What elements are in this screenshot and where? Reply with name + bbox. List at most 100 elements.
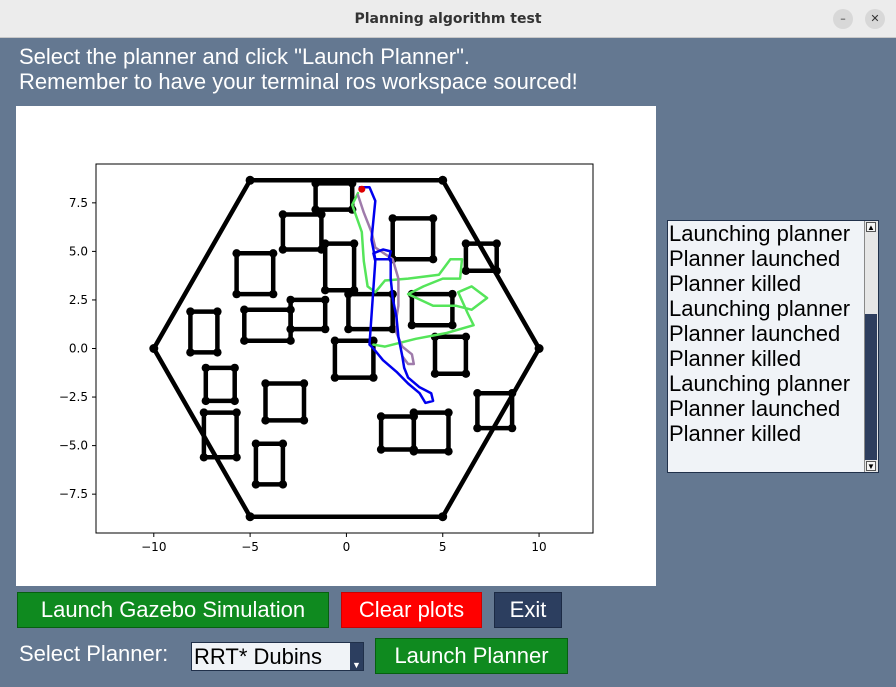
y-tick-label: −7.5 xyxy=(59,487,88,501)
obstacle-rect xyxy=(263,381,307,423)
log-item[interactable]: Launching planner xyxy=(669,221,851,246)
obstacle-vertex-point xyxy=(240,305,249,314)
obstacle-vertex-point xyxy=(201,396,210,406)
boundary-vertex-point xyxy=(245,512,255,522)
obstacle-vertex-point xyxy=(232,408,241,417)
chevron-down-icon[interactable]: ▼ xyxy=(350,643,363,670)
log-item[interactable]: Planner killed xyxy=(669,346,802,371)
obstacle-rect xyxy=(378,414,417,452)
x-tick-label: −10 xyxy=(141,540,166,554)
obstacle-vertex-point xyxy=(376,412,386,421)
log-listbox[interactable]: Launching planner Planner launched Planner… xyxy=(667,220,879,473)
window-titlebar: Planning algorithm test – ✕ xyxy=(0,0,896,38)
scroll-thumb[interactable] xyxy=(865,314,877,460)
obstacle-vertex-point xyxy=(461,239,471,248)
launch-gazebo-button[interactable]: Launch Gazebo Simulation xyxy=(17,592,329,628)
obstacle-vertex-point xyxy=(344,324,353,334)
obstacle-vertex-point xyxy=(330,336,340,345)
obstacle-vertex-point xyxy=(286,295,295,305)
obstacle-vertex-point xyxy=(278,439,288,448)
boundary-vertex-point xyxy=(438,175,448,185)
obstacle-vertex-point xyxy=(213,307,222,316)
path-blue-line xyxy=(358,186,435,405)
y-tick-label: 0.0 xyxy=(69,342,88,356)
obstacle-vertex-point xyxy=(321,286,330,295)
log-item[interactable]: Planner killed xyxy=(669,421,802,446)
obstacle-vertex-point xyxy=(461,369,471,378)
obstacle-vertex-point xyxy=(186,348,195,357)
obstacle-rect xyxy=(242,307,293,343)
y-tick-label: 7.5 xyxy=(69,196,88,210)
y-tick-label: −5.0 xyxy=(59,439,88,453)
obstacle-rect xyxy=(322,241,357,293)
obstacle-vertex-point xyxy=(428,214,438,223)
launch-planner-button[interactable]: Launch Planner xyxy=(375,638,568,674)
obstacle-rect xyxy=(234,251,276,297)
obstacle-vertex-point xyxy=(311,179,320,188)
obstacle-vertex-point xyxy=(317,210,326,219)
obstacle-vertex-point xyxy=(473,389,482,398)
obstacle-vertex-point xyxy=(492,239,501,248)
y-tick-label: 2.5 xyxy=(69,293,88,307)
obstacle-rect xyxy=(253,441,286,487)
obstacle-rect xyxy=(432,334,469,376)
obstacle-vertex-point xyxy=(369,336,378,345)
obstacle-vertex-point xyxy=(376,445,386,454)
axes-frame xyxy=(95,163,594,534)
obstacle-vertex-point xyxy=(461,266,471,275)
obstacle-vertex-point xyxy=(269,289,278,299)
obstacle-vertex-point xyxy=(448,289,457,299)
obstacle-rect xyxy=(313,181,355,212)
obstacle-vertex-point xyxy=(186,307,195,316)
obstacle-vertex-point xyxy=(311,205,320,214)
log-item[interactable]: Planner launched xyxy=(669,246,841,271)
log-scrollbar[interactable]: ▲ ▼ xyxy=(864,221,878,472)
planner-select[interactable]: RRT* Dubins ▼ xyxy=(191,642,364,671)
log-item[interactable]: Launching planner xyxy=(669,296,851,321)
obstacle-vertex-point xyxy=(251,439,261,448)
obstacle-vertex-point xyxy=(261,379,270,388)
obstacle-vertex-point xyxy=(321,295,330,305)
obstacle-vertex-point xyxy=(388,324,397,334)
obstacle-vertex-point xyxy=(444,447,453,456)
boundary-vertex-point xyxy=(149,344,159,353)
log-item[interactable]: Planner launched xyxy=(669,396,841,421)
exit-button[interactable]: Exit xyxy=(494,592,562,628)
obstacle-vertex-point xyxy=(251,480,261,489)
obstacle-vertex-point xyxy=(201,363,210,373)
instruction-line-1: Select the planner and click "Launch Pla… xyxy=(19,44,471,69)
obstacle-vertex-point xyxy=(286,324,295,334)
obstacle-vertex-point xyxy=(213,348,222,357)
obstacle-vertex-point xyxy=(507,423,517,433)
obstacle-vertex-point xyxy=(492,266,501,275)
window-title: Planning algorithm test xyxy=(354,11,542,27)
obstacle-vertex-point xyxy=(344,289,353,299)
obstacle-vertex-point xyxy=(286,336,295,345)
instruction-line-2: Remember to have your terminal ros works… xyxy=(19,69,578,94)
boundary-vertex-point xyxy=(245,175,255,185)
obstacle-vertex-point xyxy=(278,245,288,254)
x-tick-label: 0 xyxy=(343,540,351,554)
log-item[interactable]: Planner launched xyxy=(669,321,841,346)
obstacle-vertex-point xyxy=(461,332,471,341)
close-icon[interactable]: ✕ xyxy=(865,9,885,29)
log-list: Launching planner Planner launched Planner… xyxy=(668,221,878,446)
x-tick-label: 10 xyxy=(531,540,546,554)
obstacle-vertex-point xyxy=(230,396,239,406)
minimize-icon[interactable]: – xyxy=(833,9,853,29)
scroll-up-icon[interactable]: ▲ xyxy=(866,222,876,232)
obstacle-vertex-point xyxy=(299,379,309,388)
obstacle-rect xyxy=(201,410,239,460)
clear-plots-button[interactable]: Clear plots xyxy=(341,592,482,628)
scroll-down-icon[interactable]: ▼ xyxy=(866,461,876,471)
map-boundary-line xyxy=(151,178,542,519)
obstacle-vertex-point xyxy=(321,324,330,334)
log-item[interactable]: Planner killed xyxy=(669,271,802,296)
y-tick-label: −2.5 xyxy=(59,390,88,404)
obstacle-vertex-point xyxy=(199,408,209,417)
obstacle-vertex-point xyxy=(349,239,359,248)
log-item[interactable]: Launching planner xyxy=(669,371,851,396)
path-green-line xyxy=(350,191,489,348)
obstacle-vertex-point xyxy=(230,363,239,373)
start-point xyxy=(358,185,366,193)
